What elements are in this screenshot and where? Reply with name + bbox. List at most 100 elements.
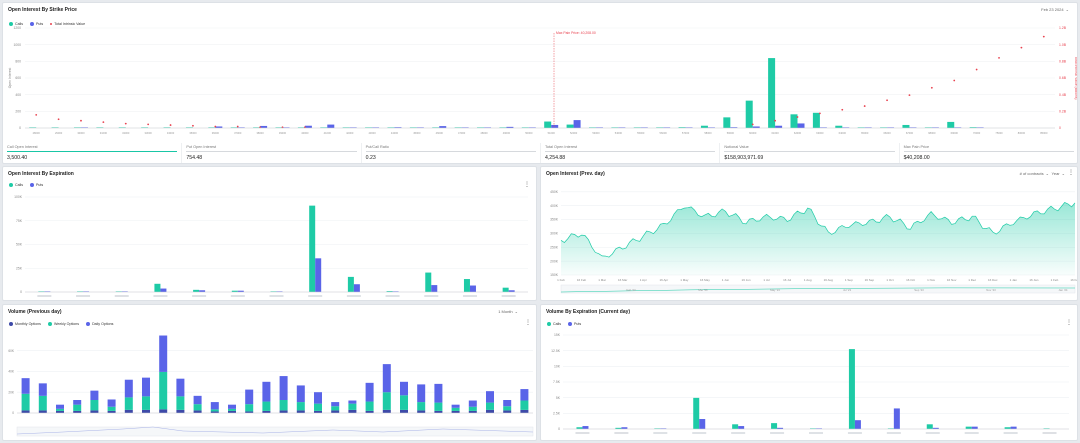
- bar-daily-options: [73, 400, 82, 405]
- x-tick-label: 35000: [189, 131, 197, 135]
- range-selector[interactable]: 1 Month ⌄: [498, 309, 518, 314]
- navigator-tick: Nov '23: [986, 288, 996, 292]
- more-options-icon[interactable]: ⋮: [1066, 320, 1072, 326]
- max-pain-label: Max Pain Price: 40,208.00: [556, 31, 596, 35]
- y-tick-label: 7.5K: [553, 380, 561, 384]
- bar-monthly-options: [468, 410, 477, 413]
- navigator-line: [560, 287, 1076, 293]
- bar-weekly-options: [90, 400, 99, 411]
- x-tick-label: 36000: [212, 131, 220, 135]
- bar-daily-options: [38, 383, 47, 396]
- legend-daily-label: Daily Options: [92, 322, 114, 326]
- y-tick-label: 1000: [13, 43, 21, 47]
- legend-calls-label: Calls: [553, 322, 561, 326]
- legend-calls[interactable]: Calls: [9, 183, 23, 187]
- stat-label: Total Open Interest: [544, 145, 716, 152]
- bar-weekly-options: [193, 404, 202, 411]
- more-options-icon[interactable]: ⋮: [1068, 170, 1074, 176]
- strike-chart: 0 200 400 600 800 1000 1200 0 0.2B 0.4B 0.6B 0.8B 1.…: [8, 26, 1077, 135]
- bar-calls: [1004, 427, 1011, 429]
- point-total-intrinsic: [975, 68, 978, 71]
- bar-calls: [576, 427, 583, 429]
- x-tick-label: 49000: [503, 131, 511, 135]
- legend-calls[interactable]: Calls: [9, 22, 23, 26]
- bar-monthly-options: [331, 410, 340, 413]
- stat-value: 0.23: [365, 155, 376, 161]
- y-tick-label: 2.5K: [553, 412, 561, 416]
- bar-daily-options: [90, 390, 99, 400]
- legend-total[interactable]: Total Intrinsic Value: [50, 22, 85, 26]
- navigator-tick: Mar '23: [698, 288, 708, 292]
- legend-puts[interactable]: Puts: [30, 183, 43, 187]
- bar-puts: [893, 408, 900, 429]
- bar-puts: [160, 288, 167, 292]
- bar-daily-options: [228, 404, 236, 409]
- volume-exp-chart: 0 2.5K 5K 7.5K 10K 12.5K 15K: [551, 333, 1069, 434]
- bar-monthly-options: [486, 409, 494, 413]
- bar-daily-options: [417, 384, 426, 403]
- bar-puts: [971, 426, 978, 429]
- y-tick-label: 350K: [550, 218, 559, 222]
- legend-daily[interactable]: Daily Options: [86, 322, 113, 326]
- legend-puts[interactable]: Puts: [30, 22, 43, 26]
- y-tick-label: 50K: [16, 243, 23, 247]
- bar-daily-options: [468, 400, 477, 407]
- bar-weekly-options: [486, 402, 494, 410]
- bar-monthly-options: [279, 410, 288, 413]
- legend-weekly[interactable]: Weekly Options: [47, 322, 79, 326]
- point-total-intrinsic: [998, 56, 1000, 59]
- range-selector[interactable]: Year ⌄: [1052, 171, 1065, 176]
- volume-prev-panel-title: Volume (Previous day): [8, 309, 62, 315]
- x-tick-label: 59000: [727, 131, 735, 135]
- more-options-icon[interactable]: ⋮: [524, 182, 530, 188]
- y2-tick-label: 1.2B: [1059, 26, 1067, 30]
- legend-puts[interactable]: Puts: [568, 322, 581, 326]
- x-tick-label: 68000: [928, 131, 936, 135]
- legend-calls-label: Calls: [15, 22, 23, 26]
- y-tick-label: 200: [15, 110, 21, 114]
- y-tick-label: 250K: [550, 245, 559, 249]
- strike-legend: Calls Puts Total Intrinsic Value: [9, 22, 85, 26]
- bar-calls: [947, 121, 955, 128]
- bar-puts: [797, 123, 805, 128]
- x-tick-label: 41000: [324, 131, 332, 135]
- stat-value: 3,500.40: [7, 155, 28, 161]
- bar-calls: [771, 423, 778, 429]
- legend-calls[interactable]: Calls: [547, 322, 561, 326]
- bar-puts: [260, 125, 268, 128]
- calls-dot-icon: [547, 322, 551, 326]
- bar-calls: [768, 58, 776, 128]
- volume-prev-panel: Volume (Previous day) 1 Month ⌄ ⋮ Monthly…: [2, 304, 537, 441]
- bar-puts: [730, 127, 738, 128]
- bar-monthly-options: [193, 410, 202, 413]
- y-tick-label: 0: [558, 427, 560, 431]
- point-total-intrinsic: [930, 86, 933, 89]
- stat-label: Put Open Interest: [186, 145, 357, 152]
- stat-max-pain: Max Pain Price $40,208.00: [900, 143, 1077, 163]
- legend-monthly[interactable]: Monthly Options: [9, 322, 41, 326]
- point-total-intrinsic: [908, 94, 911, 97]
- stat-total-oi: Total Open Interest 4,254.88: [541, 143, 721, 163]
- stat-put-call-ratio: Put/Call Ratio 0.23: [362, 143, 541, 163]
- bar-puts: [315, 258, 322, 292]
- bar-daily-options: [262, 381, 271, 402]
- oi-prev-chart: 150K 200K 250K 300K 350K 400K 450K 1 Feb 16 Feb 1…: [550, 190, 1077, 294]
- date-selector[interactable]: Feb 23 2024 ⌄: [1041, 7, 1069, 12]
- bar-puts: [394, 127, 402, 128]
- point-total-intrinsic: [102, 121, 105, 124]
- x-tick-label: 46000: [436, 131, 444, 135]
- y-tick-label: 400K: [550, 204, 559, 208]
- chevron-down-icon: ⌄: [1045, 171, 1049, 176]
- bar-daily-options: [279, 376, 288, 400]
- bar-weekly-options: [382, 392, 391, 410]
- x-tick-label: 64000: [839, 131, 847, 135]
- stat-notional: Notional Value $158,903,971.69: [720, 143, 900, 163]
- point-total-intrinsic: [147, 123, 150, 126]
- unit-selector[interactable]: # of contracts ⌄: [1020, 171, 1049, 176]
- more-options-icon[interactable]: ⋮: [525, 320, 531, 326]
- point-total-intrinsic: [169, 124, 172, 126]
- bar-puts: [199, 290, 206, 292]
- bar-daily-options: [56, 404, 64, 409]
- chevron-down-icon: ⌄: [1065, 7, 1069, 12]
- x-tick-label: 40000: [301, 131, 309, 135]
